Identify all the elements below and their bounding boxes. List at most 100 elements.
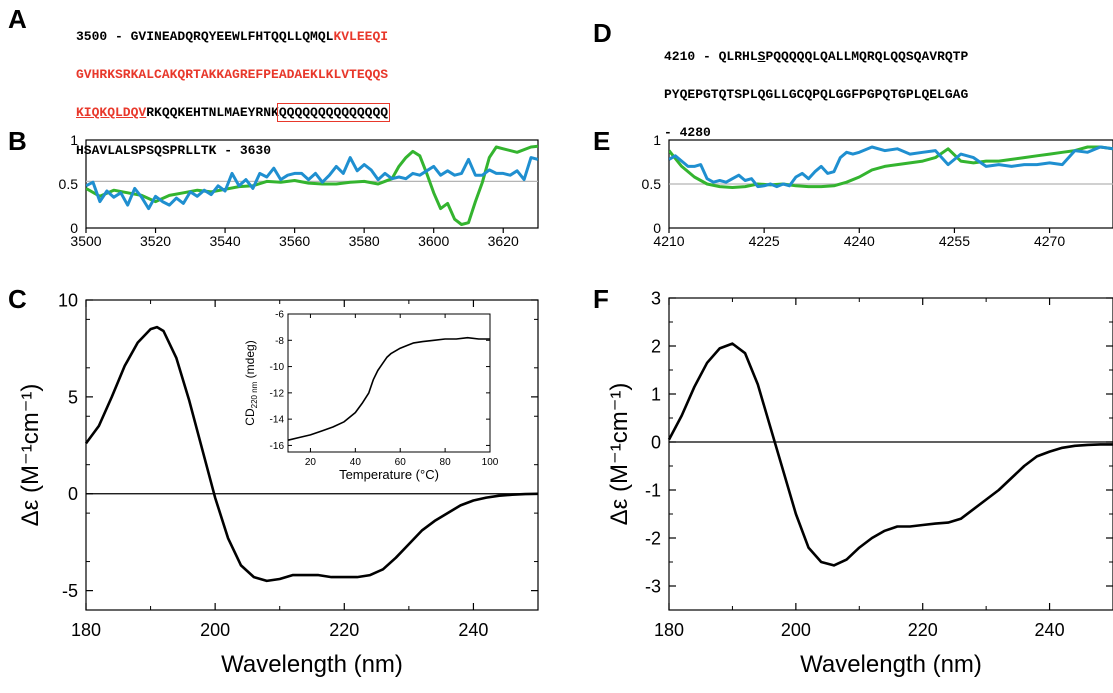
x-tick-label: 3520 — [140, 233, 171, 249]
inset-x-tick-label: 40 — [350, 457, 362, 468]
inset-y-tick-label: -10 — [270, 362, 285, 373]
plot-frame — [85, 139, 539, 229]
y-tick-label: -3 — [645, 576, 661, 596]
inset-x-axis-label: Temperature (°C) — [339, 467, 439, 482]
x-axis-label: Wavelength (nm) — [221, 651, 403, 678]
sequence-d-line-1: 4210 - QLRHLSPQQQQQLQALLMQRQLQQSQAVRQTP — [664, 47, 968, 66]
seq-a-l1-black: 3500 - GVINEADQRQYEEWLFHTQQLLQMQL — [76, 29, 334, 44]
x-tick-label: 240 — [458, 620, 488, 640]
x-tick-label: 4210 — [653, 233, 684, 249]
x-tick-label: 3600 — [418, 233, 449, 249]
panel-label-d: D — [593, 18, 612, 48]
y-tick-label: 5 — [68, 387, 78, 407]
series-green — [669, 145, 1113, 189]
plot-area — [86, 144, 538, 226]
inset-y-tick-label: -12 — [270, 388, 285, 399]
x-tick-label: 3560 — [279, 233, 310, 249]
y-tick-label: 10 — [58, 290, 78, 310]
inset-y-label-unit: (mdeg) — [243, 340, 257, 381]
y-tick-label: 1 — [70, 132, 78, 148]
chart-f: 180 200 220 240 -3 -2 -1 0 1 2 3 Wavelength (nm) Δε … — [606, 288, 1113, 678]
seq-d-l3: - 4280 — [664, 125, 711, 140]
panel-label-f: F — [593, 284, 609, 314]
inset-y-tick-label: -6 — [275, 310, 284, 321]
inset-x-tick-label: 100 — [482, 457, 499, 468]
y-tick-label: 3 — [651, 288, 661, 308]
seq-a-l4-black: HSAVLALSPSQSPRLLTK - 3630 — [76, 143, 272, 158]
inset-frame — [287, 313, 491, 453]
x-tick-label: 4255 — [939, 233, 970, 249]
y-tick-label: -2 — [645, 528, 661, 548]
chart-c-inset: 20 40 60 80 100 -16 -14 -12 -10 -8 -6 Temperature (… — [243, 310, 499, 483]
inset-y-axis-label: CD220 nm (mdeg) — [243, 340, 259, 425]
sequence-a: 3500 - GVINEADQRQYEEWLFHTQQLLQMQLKVLEEQI… — [76, 8, 391, 179]
x-tick-label: 4270 — [1034, 233, 1065, 249]
inset-y-label-main: CD — [243, 408, 257, 426]
y-tick-label: 0 — [70, 220, 78, 236]
sequence-d-line-3: - 4280 — [664, 123, 968, 142]
x-tick-label: 4225 — [749, 233, 780, 249]
inset-y-label-sub: 220 nm — [250, 381, 259, 408]
seq-a-l3-black: RKQQKEHTNLMAEYRNK — [146, 105, 279, 120]
sequence-d-line-2: PYQEPGTQTSPLQGLLGCQPQLGGFPGPQTGPLQELGAG — [664, 85, 968, 104]
seq-a-l3-red: KIQKQLDQV — [76, 105, 147, 120]
series-blue — [669, 145, 1113, 189]
inset-x-tick-label: 60 — [395, 457, 407, 468]
x-tick-label: 3620 — [488, 233, 519, 249]
y-tick-label: 0 — [68, 484, 78, 504]
series-green — [86, 144, 538, 226]
seq-d-l1-post: PQQQQQLQALLMQRQLQQSQAVRQTP — [765, 49, 969, 64]
panel-label-b: B — [8, 126, 27, 156]
y-tick-label: 0 — [653, 220, 661, 236]
y-tick-label: 0 — [651, 432, 661, 452]
y-axis-label: Δε (M⁻¹cm⁻¹) — [17, 384, 44, 527]
x-tick-label: 3500 — [70, 233, 101, 249]
plot-frame — [85, 299, 539, 611]
seq-d-l2: PYQEPGTQTSPLQGLLGCQPQLGGFPGPQTGPLQELGAG — [664, 87, 969, 102]
inset-y-tick-label: -14 — [270, 415, 285, 426]
panel-label-e: E — [593, 126, 611, 156]
y-tick-label: 2 — [651, 336, 661, 356]
sequence-a-line-1: 3500 - GVINEADQRQYEEWLFHTQQLLQMQLKVLEEQI — [76, 27, 388, 46]
sequence-a-line-3: KIQKQLDQVRKQQKEHTNLMAEYRNKQQQQQQQQQQQQQQ — [76, 103, 391, 122]
x-tick-label: 180 — [654, 620, 684, 640]
y-tick-label: -5 — [62, 581, 78, 601]
seq-a-l2-red: GVHRKSRKALCAKQRTAKKAGREFPEADAEKLKLVTEQQS — [76, 67, 389, 82]
x-tick-label: 3580 — [349, 233, 380, 249]
y-tick-label: 1 — [651, 384, 661, 404]
chart-e: 4210 4225 4240 4255 4270 0 0.5 1 — [642, 132, 1113, 249]
x-axis-label: Wavelength (nm) — [800, 651, 982, 678]
seq-d-l1-s: S — [757, 49, 766, 64]
inset-y-tick-label: -16 — [270, 441, 285, 452]
polyq-box: QQQQQQQQQQQQQQ — [276, 103, 391, 122]
x-tick-label: 200 — [200, 620, 230, 640]
chart-c: 180 200 220 240 -5 0 5 10 Wavelength (nm) Δε (M⁻¹… — [17, 290, 539, 678]
inset-melt-curve — [287, 336, 490, 441]
x-tick-label: 180 — [71, 620, 101, 640]
x-tick-label: 220 — [329, 620, 359, 640]
x-tick-label: 200 — [781, 620, 811, 640]
sequence-a-line-2: GVHRKSRKALCAKQRTAKKAGREFPEADAEKLKLVTEQQS — [76, 65, 388, 84]
sequence-a-line-4: HSAVLALSPSQSPRLLTK - 3630 — [76, 141, 388, 160]
plot-frame — [668, 297, 1113, 611]
panel-label-a: A — [8, 4, 27, 34]
panel-label-c: C — [8, 284, 27, 314]
y-tick-label: 0.5 — [642, 176, 662, 192]
x-tick-label: 240 — [1035, 620, 1065, 640]
x-tick-label: 4240 — [844, 233, 875, 249]
inset-x-tick-label: 80 — [440, 457, 452, 468]
series-blue — [86, 156, 538, 211]
chart-b: 3500 3520 3540 3560 3580 3600 3620 0 0.5 1 — [59, 132, 539, 249]
inset-x-tick-label: 20 — [305, 457, 317, 468]
y-tick-label: 1 — [653, 132, 661, 148]
y-tick-label: 0.5 — [59, 176, 79, 192]
x-tick-label: 220 — [908, 620, 938, 640]
y-axis-label: Δε (M⁻¹cm⁻¹) — [606, 383, 633, 526]
seq-d-l1-pre: 4210 - QLRHL — [664, 49, 758, 64]
x-tick-label: 3540 — [209, 233, 240, 249]
inset-y-tick-label: -8 — [275, 336, 284, 347]
cd-spectrum — [667, 342, 1113, 567]
sequence-d: 4210 - QLRHLSPQQQQQLQALLMQRQLQQSQAVRQTP … — [664, 28, 968, 161]
y-tick-label: -1 — [645, 480, 661, 500]
